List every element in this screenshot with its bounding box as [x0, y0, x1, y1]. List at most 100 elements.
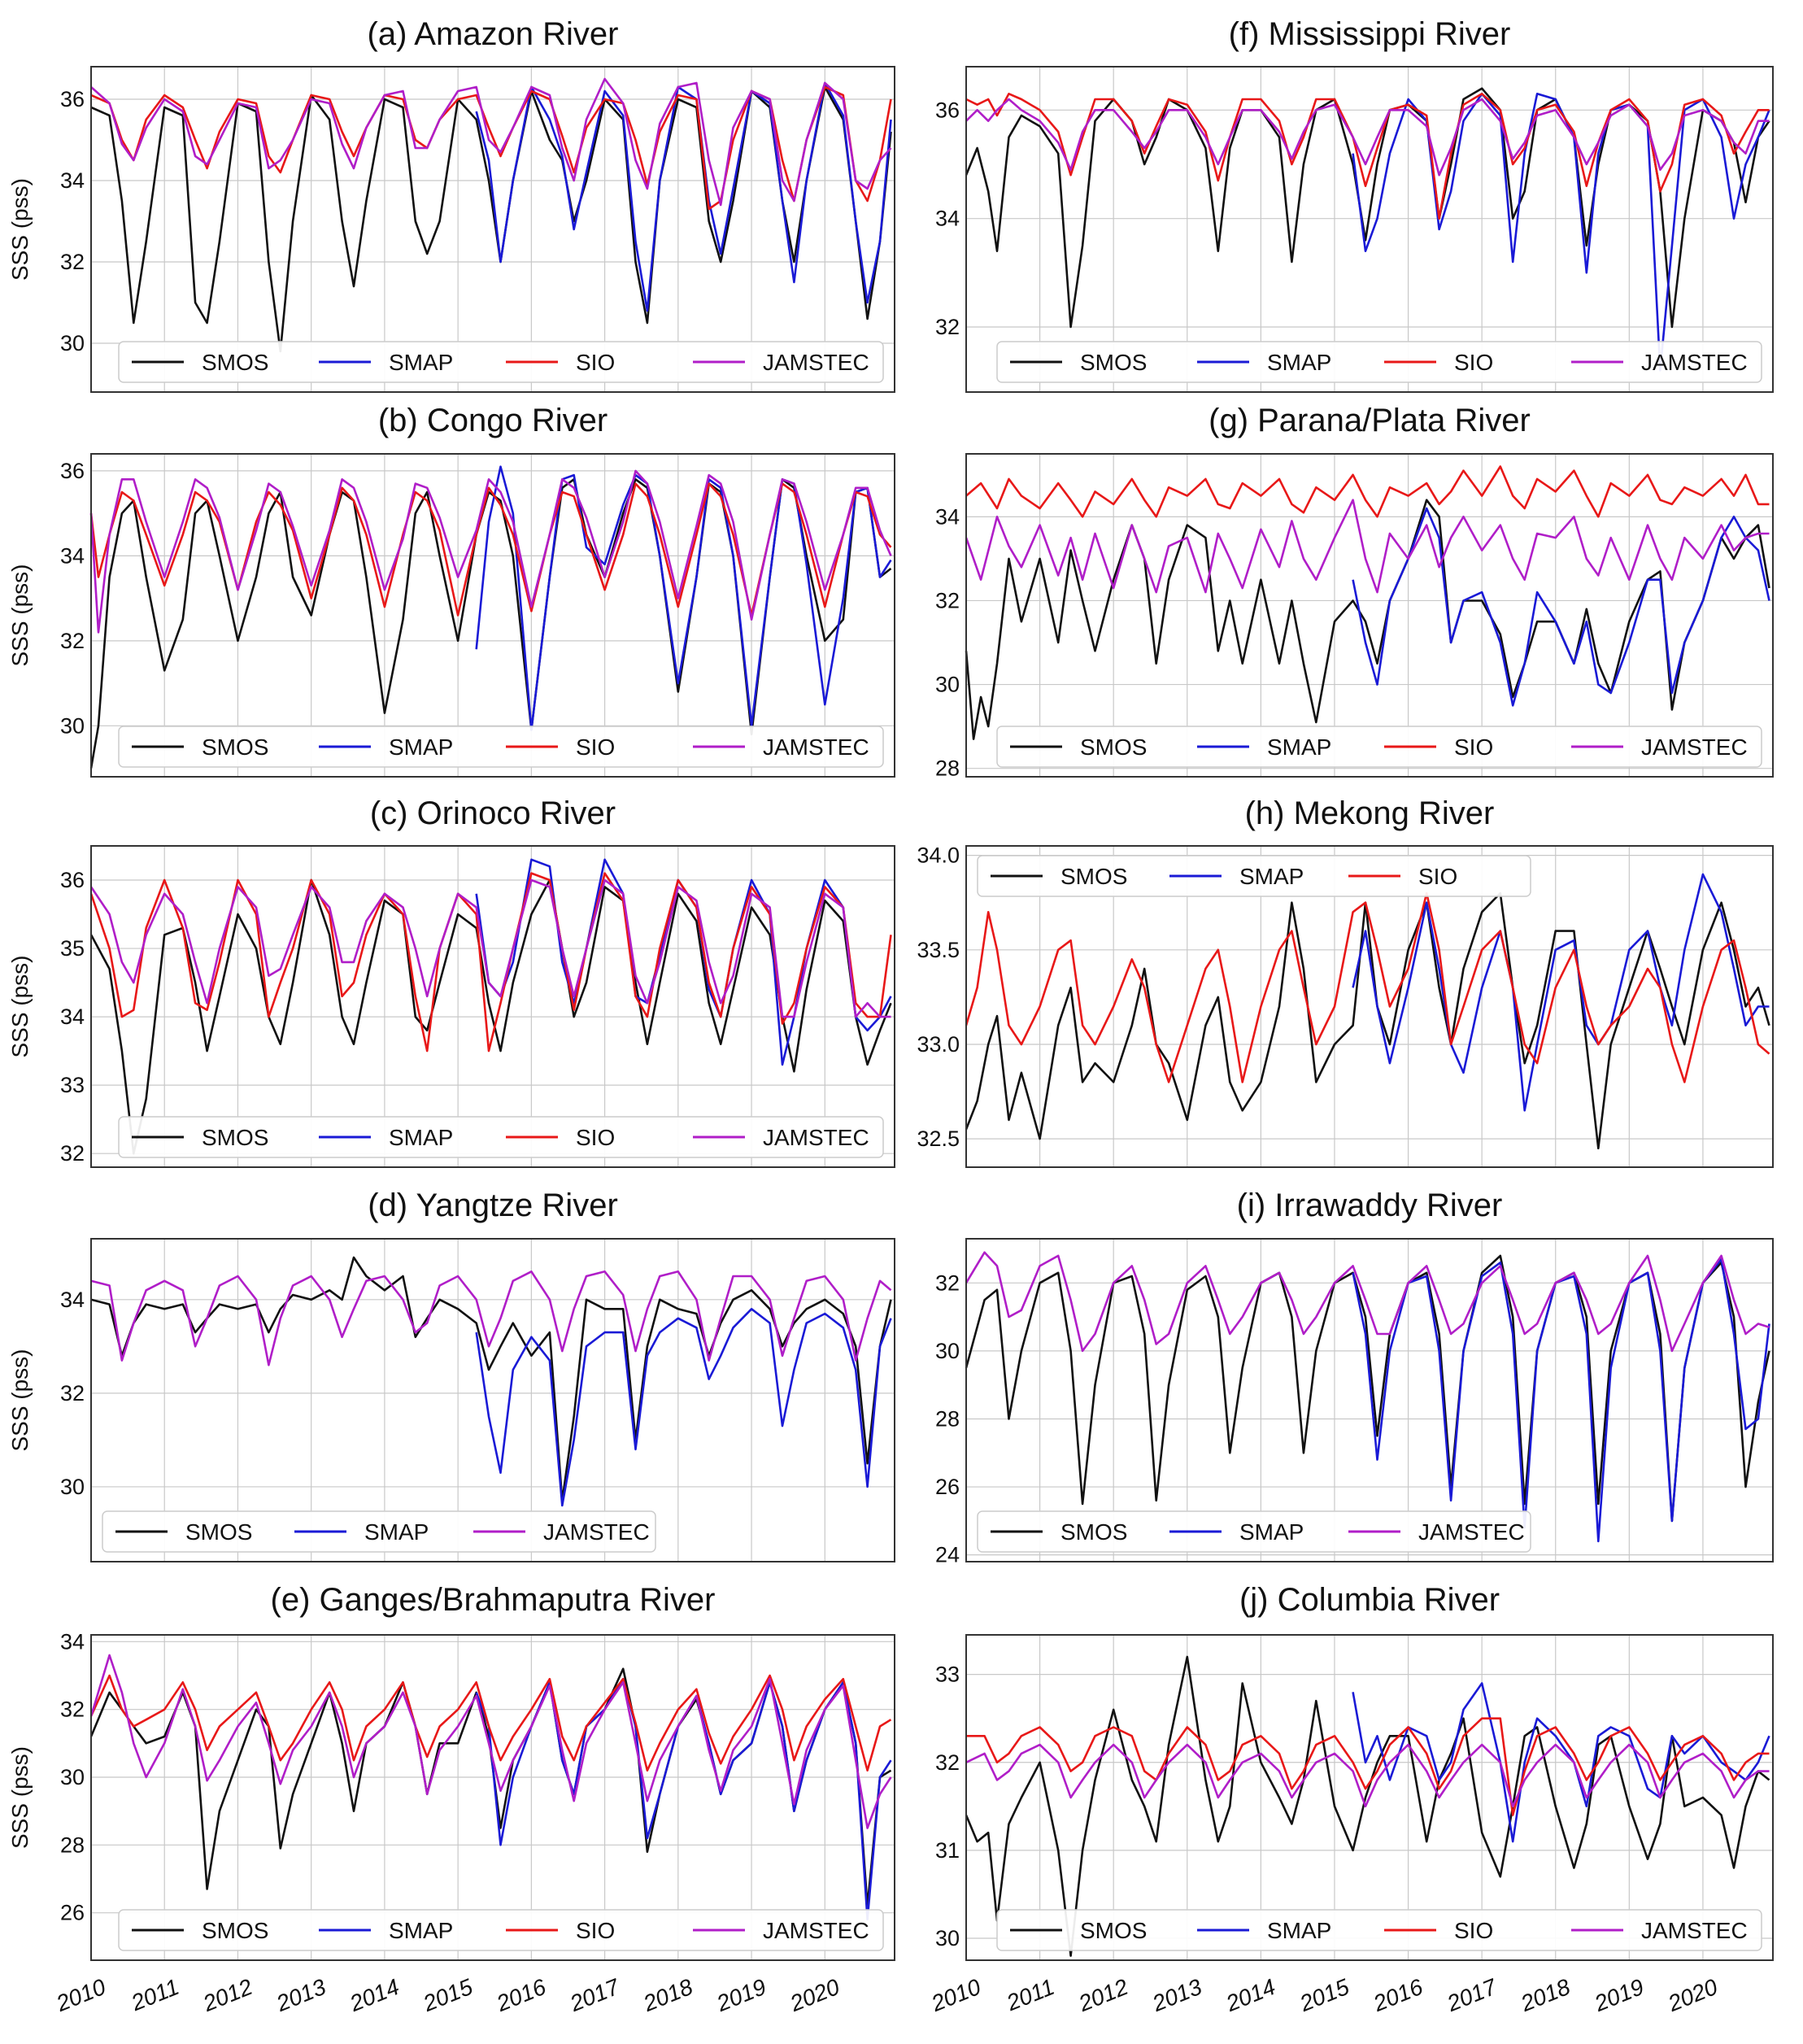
series-line-jamstec — [965, 1251, 1770, 1353]
x-tick-label: 2010 — [52, 1974, 110, 2017]
legend-label-smap: SMAP — [389, 350, 453, 375]
series-line-smos — [965, 1655, 1770, 1957]
series-line-jamstec — [965, 499, 1770, 594]
series-line-jamstec — [90, 77, 892, 207]
x-tick-label: 2016 — [1370, 1974, 1427, 2017]
panel-f-mississippi-river: (f) Mississippi River 32 34 36 SMOS SMAP SIO JA… — [935, 16, 1774, 393]
series-line-smap — [1352, 1682, 1770, 1843]
legend: SMOS SMAP SIO JAMSTEC — [118, 341, 884, 383]
plot-frame — [90, 1238, 895, 1562]
x-tick-label: 2015 — [419, 1974, 477, 2017]
y-tick-label: 32 — [935, 588, 960, 612]
x-tick-label: 2011 — [127, 1974, 182, 2016]
panel-title: (g) Parana/Plata River — [1209, 403, 1531, 438]
legend-label-jamstec: JAMSTEC — [543, 1519, 650, 1545]
y-tick-label: 28 — [935, 756, 960, 781]
plot-frame — [965, 1634, 1774, 1961]
series-line-jamstec — [89, 469, 892, 634]
y-tick-label: 24 — [935, 1543, 960, 1567]
legend-label-smos: SMOS — [1080, 1918, 1147, 1943]
series-line-smap — [475, 1308, 892, 1507]
x-tick-label: 2010 — [927, 1974, 985, 2017]
series-line-jamstec — [965, 98, 1770, 177]
legend-label-smos: SMOS — [1080, 734, 1147, 760]
y-tick-label: 30 — [935, 1926, 960, 1950]
x-tick-label: 2016 — [492, 1974, 550, 2017]
x-tick-label: 2018 — [639, 1974, 697, 2017]
y-tick-label: 30 — [60, 713, 85, 738]
legend-label-smos: SMOS — [202, 350, 268, 375]
y-tick-label: 32.5 — [917, 1127, 960, 1151]
series-line-smos — [90, 1256, 892, 1502]
legend-label-sio: SIO — [1454, 734, 1493, 760]
y-tick-label: 32 — [935, 1270, 960, 1295]
plot-frame — [90, 453, 895, 778]
series-line-smap — [1352, 1257, 1770, 1543]
y-tick-label: 34 — [935, 504, 960, 529]
legend: SMOS SMAP JAMSTEC — [102, 1510, 656, 1553]
x-tick-label: 2020 — [786, 1974, 843, 2017]
y-axis-label: SSS (pss) — [7, 178, 33, 281]
legend-label-jamstec: JAMSTEC — [763, 1918, 869, 1943]
y-tick-label: 32 — [60, 1381, 85, 1406]
legend-label-smos: SMOS — [1060, 864, 1127, 889]
legend-box — [118, 1116, 884, 1158]
legend-label-smap: SMAP — [1267, 734, 1331, 760]
plot-frame — [965, 453, 1774, 778]
legend-label-jamstec: JAMSTEC — [1418, 1519, 1525, 1545]
x-tick-label: 2014 — [1222, 1974, 1278, 2016]
panel-g-parana-plata-river: (g) Parana/Plata River 28 30 32 34 SMOS SMAP SI… — [935, 403, 1774, 781]
panel-title: (i) Irrawaddy River — [1237, 1188, 1503, 1223]
x-tick-label: 2011 — [1002, 1974, 1057, 2016]
y-tick-label: 33 — [935, 1663, 960, 1687]
y-axis-label: SSS (pss) — [7, 1349, 33, 1451]
legend-box — [118, 1909, 884, 1951]
series-line-sio — [89, 872, 892, 1053]
y-tick-label: 32 — [60, 250, 85, 274]
plot-frame — [90, 1634, 895, 1961]
series-line-smos — [89, 1667, 892, 1907]
legend-label-jamstec: JAMSTEC — [763, 350, 869, 375]
x-tick-label: 2019 — [1590, 1974, 1647, 2016]
plot-frame — [965, 66, 1774, 393]
y-tick-label: 32 — [935, 315, 960, 339]
series-line-sio — [89, 482, 892, 617]
y-axis-label: SSS (pss) — [7, 955, 33, 1057]
legend-box — [996, 341, 1762, 383]
panel-d-yangtze-river: (d) Yangtze River 30 32 34 SSS (pss) SMOS SMAP… — [7, 1188, 895, 1562]
legend-label-smos: SMOS — [202, 1918, 268, 1943]
legend-label-sio: SIO — [576, 734, 615, 760]
panel-title: (b) Congo River — [378, 403, 608, 438]
legend-label-smos: SMOS — [1080, 350, 1147, 375]
legend-box — [977, 1510, 1531, 1553]
x-tick-label: 2019 — [712, 1974, 769, 2016]
legend-label-sio: SIO — [576, 1918, 615, 1943]
legend: SMOS SMAP SIO JAMSTEC — [996, 726, 1762, 768]
legend-label-smap: SMAP — [389, 734, 453, 760]
panel-e-ganges-brahmaputra-river: (e) Ganges/Brahmaputra River 26 28 30 32 34 SS… — [7, 1582, 895, 2016]
panel-title: (e) Ganges/Brahmaputra River — [271, 1582, 716, 1618]
x-tick-label: 2014 — [346, 1974, 403, 2016]
series-line-sio — [965, 891, 1770, 1083]
y-tick-label: 34.0 — [917, 843, 960, 868]
series-line-sio — [965, 465, 1770, 518]
y-tick-label: 34 — [60, 1005, 85, 1029]
legend: SMOS SMAP SIO JAMSTEC — [118, 1116, 884, 1158]
legend-label-jamstec: JAMSTEC — [763, 1125, 869, 1150]
legend-box — [977, 855, 1531, 897]
series-line-smos — [965, 1254, 1770, 1523]
legend: SMOS SMAP JAMSTEC — [977, 1510, 1531, 1553]
legend-label-smap: SMAP — [364, 1519, 429, 1545]
plot-frame — [90, 845, 895, 1168]
legend-box — [118, 341, 884, 383]
legend-box — [996, 726, 1762, 768]
y-tick-label: 32 — [935, 1750, 960, 1775]
y-tick-label: 33 — [60, 1073, 85, 1097]
plot-frame — [965, 845, 1774, 1168]
series-line-smap — [475, 81, 892, 312]
x-tick-label: 2017 — [566, 1973, 625, 2016]
y-tick-label: 33.5 — [917, 938, 960, 962]
series-line-smap — [475, 1677, 892, 1921]
x-tick-label: 2017 — [1443, 1973, 1501, 2016]
legend-box — [118, 726, 884, 768]
